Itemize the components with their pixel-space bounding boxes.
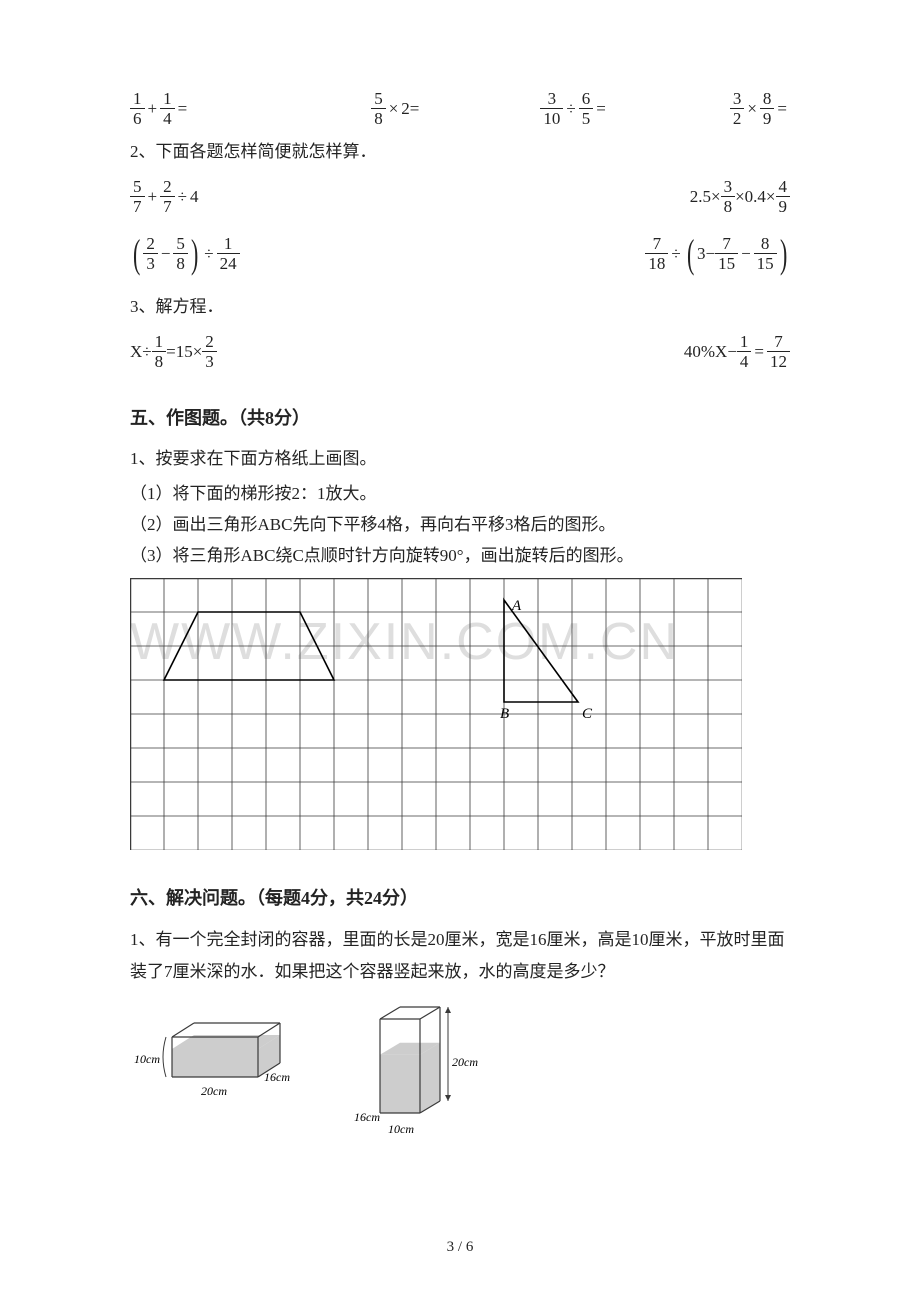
svg-text:B: B — [500, 706, 509, 722]
expr-3a: ( 23 − 58 ) ÷ 124 — [130, 235, 240, 272]
expr-row-4: X÷ 18 =15× 23 40%X− 14 = 712 — [130, 333, 790, 370]
expr-1d: 32 × 89 = — [730, 90, 790, 127]
expr-1b: 58 × 2= — [371, 90, 419, 127]
box-left: 10cm 20cm 16cm — [130, 1005, 300, 1105]
expr-4a: X÷ 18 =15× 23 — [130, 333, 217, 370]
svg-text:10cm: 10cm — [134, 1052, 160, 1066]
svg-text:20cm: 20cm — [452, 1055, 478, 1069]
box-right: 20cm 10cm 16cm — [350, 1005, 480, 1145]
expr-row-2: 57 + 27 ÷ 4 2.5× 38 ×0.4× 49 — [130, 178, 790, 215]
expr-1a: 16 + 14 = — [130, 90, 190, 127]
expr-row-3: ( 23 − 58 ) ÷ 124 718 ÷ ( 3− 715 − 815 ) — [130, 235, 790, 272]
box-diagrams: 10cm 20cm 16cm 20cm 10cm 16cm — [130, 1005, 790, 1145]
svg-text:C: C — [582, 706, 593, 722]
svg-text:10cm: 10cm — [388, 1122, 414, 1136]
section-6-heading: 六、解决问题。（每题4分，共24分） — [130, 884, 790, 910]
expr-2a: 57 + 27 ÷ 4 — [130, 178, 198, 215]
s5-line3: （2）画出三角形ABC先向下平移4格，再向右平移3格后的图形。 — [130, 510, 790, 535]
expr-4b: 40%X− 14 = 712 — [684, 333, 790, 370]
svg-text:16cm: 16cm — [354, 1110, 380, 1124]
s5-line4: （3）将三角形ABC绕C点顺时针方向旋转90°，画出旋转后的图形。 — [130, 541, 790, 566]
grid-svg: A B C — [130, 578, 742, 850]
s6-line1: 1、有一个完全封闭的容器，里面的长是20厘米，宽是16厘米，高是10厘米，平放时… — [130, 924, 790, 989]
expr-3b: 718 ÷ ( 3− 715 − 815 ) — [645, 235, 790, 272]
page-number: 3 / 6 — [0, 1239, 920, 1256]
expr-row-1: 16 + 14 = 58 × 2= 310 ÷ 65 = 32 × 89 = — [130, 90, 790, 127]
svg-text:16cm: 16cm — [264, 1070, 290, 1084]
q2-intro: 2、下面各题怎样简便就怎样算． — [130, 137, 790, 162]
expr-2b: 2.5× 38 ×0.4× 49 — [690, 178, 790, 215]
svg-text:20cm: 20cm — [201, 1084, 227, 1098]
section-5-heading: 五、作图题。（共8分） — [130, 404, 790, 430]
s5-line2: （1）将下面的梯形按2：1放大。 — [130, 479, 790, 504]
drawing-grid: A B C — [130, 578, 790, 850]
q3-intro: 3、解方程． — [130, 292, 790, 317]
expr-1c: 310 ÷ 65 = — [540, 90, 608, 127]
s5-line1: 1、按要求在下面方格纸上画图。 — [130, 444, 790, 469]
svg-text:A: A — [511, 598, 522, 614]
